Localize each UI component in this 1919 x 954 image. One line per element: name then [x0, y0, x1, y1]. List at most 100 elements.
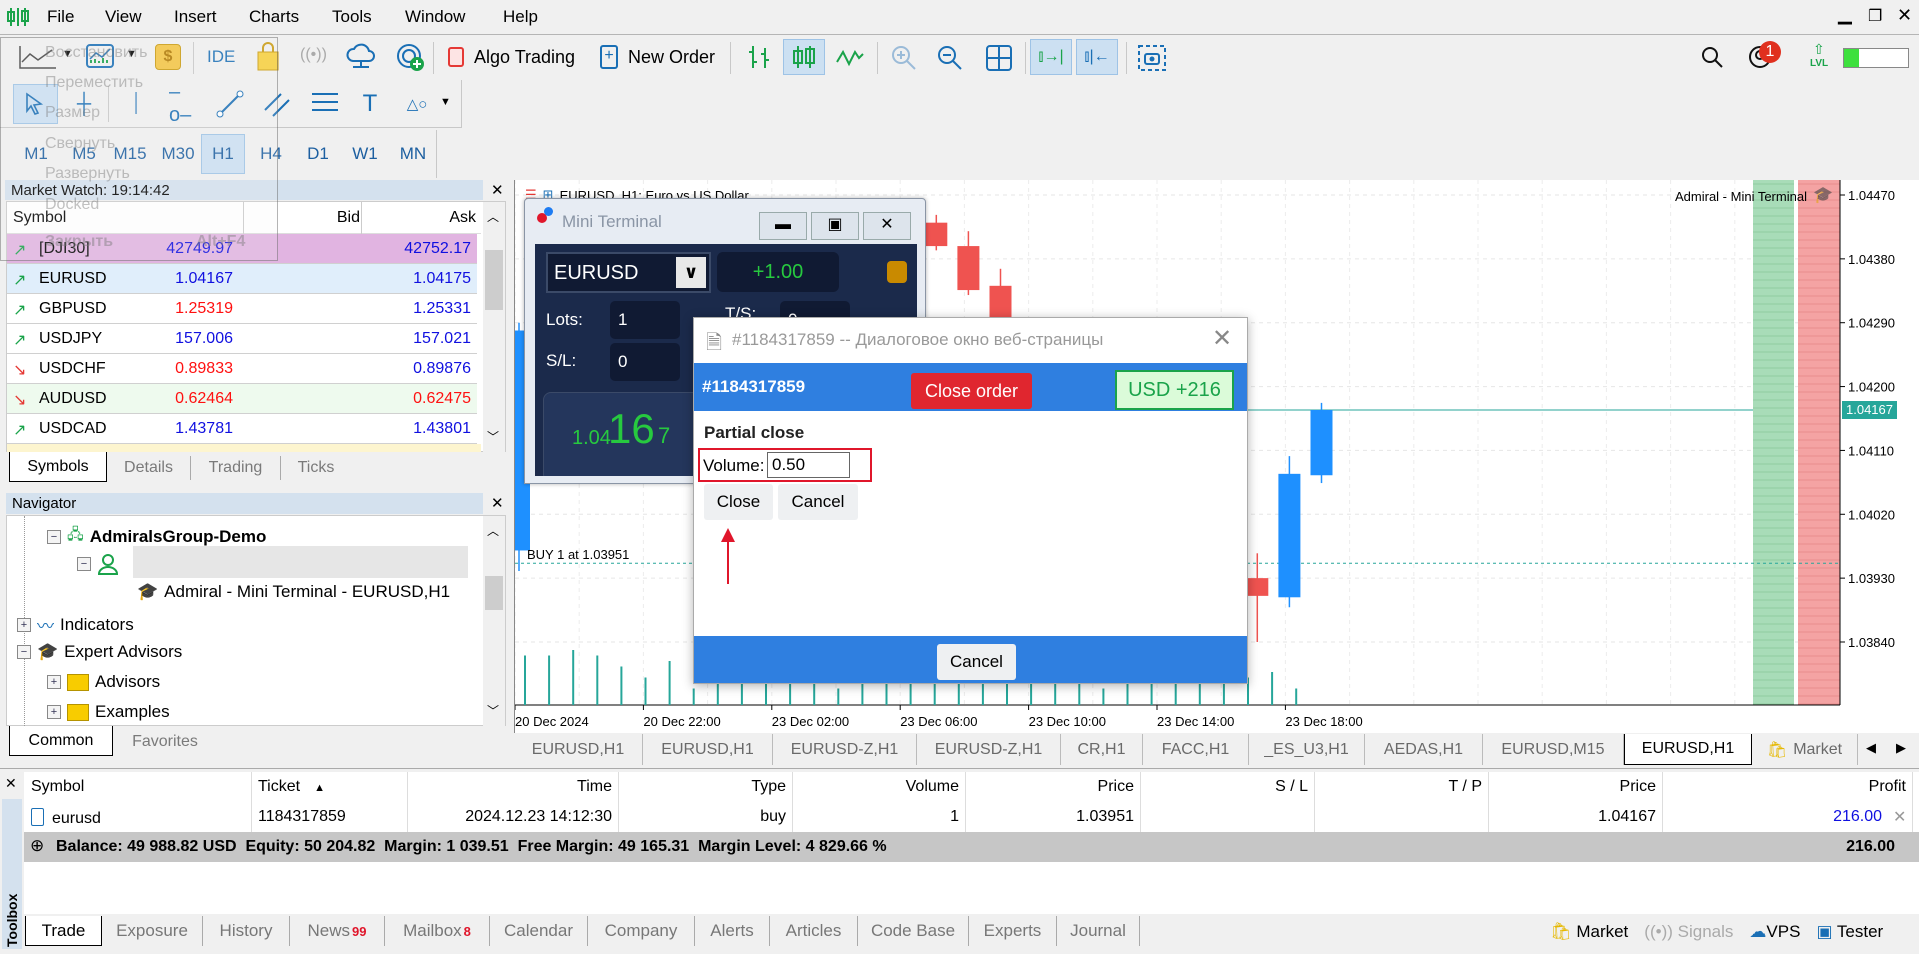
- timeframe-w1[interactable]: W1: [352, 144, 378, 163]
- tab-exposure[interactable]: Exposure: [102, 916, 203, 946]
- column-type[interactable]: Type: [619, 772, 793, 803]
- mini-terminal-maximize-button[interactable]: ▣: [811, 212, 859, 240]
- tab-trade[interactable]: Trade: [25, 916, 102, 946]
- close-position-icon[interactable]: ✕: [1893, 809, 1907, 826]
- toolbox-close-button[interactable]: ✕: [5, 775, 17, 791]
- chevron-down-icon[interactable]: ∨: [676, 257, 706, 288]
- menu-view[interactable]: View: [105, 7, 142, 26]
- close-button[interactable]: Close: [704, 484, 773, 520]
- menu-file[interactable]: File: [47, 7, 75, 26]
- fibonacci-icon[interactable]: [310, 90, 340, 118]
- tile-windows-icon[interactable]: [985, 44, 1013, 72]
- column-current-price[interactable]: Price: [1489, 772, 1663, 803]
- market-watch-scrollbar[interactable]: ︿ ﹀: [483, 202, 505, 452]
- tab-articles[interactable]: Articles: [770, 916, 858, 946]
- navigator-scrollbar[interactable]: ︿ ﹀: [483, 516, 505, 726]
- timeframe-mn[interactable]: MN: [399, 144, 427, 163]
- chart-type-dropdown-icon[interactable]: ▼: [62, 48, 73, 60]
- line-chart-type-icon[interactable]: [835, 46, 865, 68]
- market-link[interactable]: 🛍 Market: [1550, 922, 1629, 941]
- vertical-line-icon[interactable]: ⏐: [130, 92, 142, 115]
- chart-tab[interactable]: EURUSD,H1: [514, 734, 643, 765]
- tab-calendar[interactable]: Calendar: [490, 916, 588, 946]
- zoom-in-icon[interactable]: [890, 44, 918, 72]
- chart-tab[interactable]: AEDAS,H1: [1365, 734, 1483, 765]
- tab-market[interactable]: 🛍 Market: [1752, 734, 1858, 765]
- timeframe-m30[interactable]: M30: [161, 144, 195, 163]
- tab-trading[interactable]: Trading: [191, 456, 281, 480]
- chart-trade-icon[interactable]: ⊞: [542, 187, 554, 202]
- collapse-icon[interactable]: −: [47, 529, 61, 544]
- chart-tab[interactable]: EURUSD-Z,H1: [917, 734, 1061, 765]
- tester-link[interactable]: ▣ Tester: [1816, 922, 1884, 941]
- link-icon[interactable]: [887, 261, 907, 283]
- tabs-scroll-right[interactable]: ▶: [1896, 740, 1906, 755]
- tree-item-indicators[interactable]: + 〰 Indicators: [17, 612, 134, 637]
- vps-cloud-icon[interactable]: [345, 43, 377, 71]
- sl-input[interactable]: 0: [610, 343, 680, 381]
- dialog-close-button[interactable]: ✕: [1212, 325, 1233, 352]
- window-minimize-button[interactable]: ▁: [1838, 4, 1852, 24]
- ide-button[interactable]: IDE: [207, 47, 236, 66]
- tree-item-ea-instance[interactable]: 🎓 Admiral - Mini Terminal - EURUSD,H1: [137, 582, 451, 601]
- candlestick-chart-button[interactable]: [783, 39, 825, 75]
- tree-item-examples[interactable]: + Examples: [47, 702, 170, 722]
- tab-favorites[interactable]: Favorites: [132, 733, 198, 750]
- market-watch-row[interactable]: ↗ [DJI30] 42749.97 42752.17: [7, 234, 477, 264]
- collapse-icon[interactable]: −: [77, 557, 91, 571]
- tab-company[interactable]: Company: [588, 916, 695, 946]
- auto-scroll-button[interactable]: ⫾→|: [1030, 39, 1072, 75]
- column-profit[interactable]: Profit: [1663, 772, 1913, 803]
- tab-symbols[interactable]: Symbols: [9, 452, 107, 482]
- tree-item-server[interactable]: − 🖧 AdmiralsGroup-Demo: [47, 524, 266, 549]
- market-bag-icon[interactable]: [256, 42, 280, 72]
- column-symbol[interactable]: Symbol: [25, 772, 252, 803]
- horizontal-line-icon[interactable]: –o–: [169, 81, 192, 126]
- template-dropdown-icon[interactable]: ▼: [126, 48, 137, 60]
- window-close-button[interactable]: ✕: [1897, 5, 1913, 25]
- chart-tab[interactable]: EURUSD-Z,H1: [773, 734, 917, 765]
- mini-terminal-close-button[interactable]: ✕: [863, 212, 911, 240]
- navigator-close-button[interactable]: ✕: [491, 495, 504, 512]
- column-price[interactable]: Price: [966, 772, 1141, 803]
- chart-menu-icon[interactable]: ☰: [525, 187, 537, 202]
- tab-journal[interactable]: Journal: [1057, 916, 1140, 946]
- window-restore-button[interactable]: ❐: [1868, 8, 1883, 25]
- timeframe-m5[interactable]: M5: [72, 144, 96, 163]
- timeframe-d1[interactable]: D1: [307, 144, 329, 163]
- signals-link[interactable]: ((•)) Signals: [1644, 922, 1734, 941]
- tab-details[interactable]: Details: [107, 456, 191, 480]
- expand-summary-icon[interactable]: ⊕: [30, 836, 45, 855]
- market-watch-close-button[interactable]: ✕: [491, 182, 504, 199]
- menu-window[interactable]: Window: [405, 7, 466, 26]
- tab-mailbox[interactable]: Mailbox 8: [385, 916, 490, 946]
- expand-icon[interactable]: +: [17, 617, 31, 632]
- close-order-button[interactable]: Close order: [911, 373, 1032, 409]
- tab-ticks[interactable]: Ticks: [297, 459, 335, 476]
- footer-cancel-button[interactable]: Cancel: [937, 644, 1016, 680]
- chart-tab[interactable]: FACC,H1: [1143, 734, 1249, 765]
- tree-item-advisors[interactable]: + Advisors: [47, 672, 160, 692]
- zoom-out-icon[interactable]: [936, 44, 964, 72]
- tab-code-base[interactable]: Code Base: [858, 916, 969, 946]
- chart-tab[interactable]: EURUSD,M15: [1483, 734, 1624, 765]
- trendline-icon[interactable]: [216, 90, 244, 118]
- market-watch-row[interactable]: ↘ AUDUSD 0.62464 0.62475: [7, 384, 477, 414]
- column-volume[interactable]: Volume: [793, 772, 966, 803]
- tab-common[interactable]: Common: [9, 726, 113, 756]
- column-ticket[interactable]: Ticket ▲: [252, 772, 408, 803]
- price-chart[interactable]: 1.04470 1.04380 1.04290 1.04200 1.04110 1.040…: [515, 180, 1919, 733]
- timeframe-h4[interactable]: H4: [260, 144, 282, 163]
- market-watch-row[interactable]: ↗ GBPUSD 1.25319 1.25331: [7, 294, 477, 324]
- crosshair-icon[interactable]: ┼: [76, 92, 92, 115]
- tab-history[interactable]: History: [203, 916, 290, 946]
- shapes-icon[interactable]: △○: [406, 96, 428, 113]
- vps-link[interactable]: ☁VPS: [1749, 922, 1801, 941]
- column-ask[interactable]: Ask: [449, 209, 476, 226]
- timeframe-m1[interactable]: M1: [24, 144, 48, 163]
- menu-tools[interactable]: Tools: [332, 7, 372, 26]
- chart-shift-button[interactable]: ⫾|←: [1076, 39, 1118, 75]
- tree-item-expert-advisors[interactable]: − 🎓 Expert Advisors: [17, 642, 182, 662]
- timeframe-h1[interactable]: H1: [201, 134, 245, 174]
- volume-input[interactable]: 0.50: [767, 452, 850, 478]
